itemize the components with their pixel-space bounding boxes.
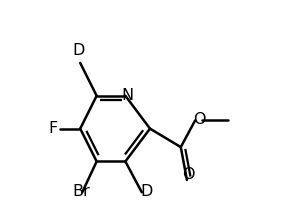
Text: N: N xyxy=(122,88,134,103)
Text: O: O xyxy=(182,167,194,182)
Text: O: O xyxy=(194,112,206,127)
Text: D: D xyxy=(141,184,153,199)
Text: D: D xyxy=(72,43,84,58)
Text: F: F xyxy=(48,121,57,136)
Text: Br: Br xyxy=(72,184,90,199)
